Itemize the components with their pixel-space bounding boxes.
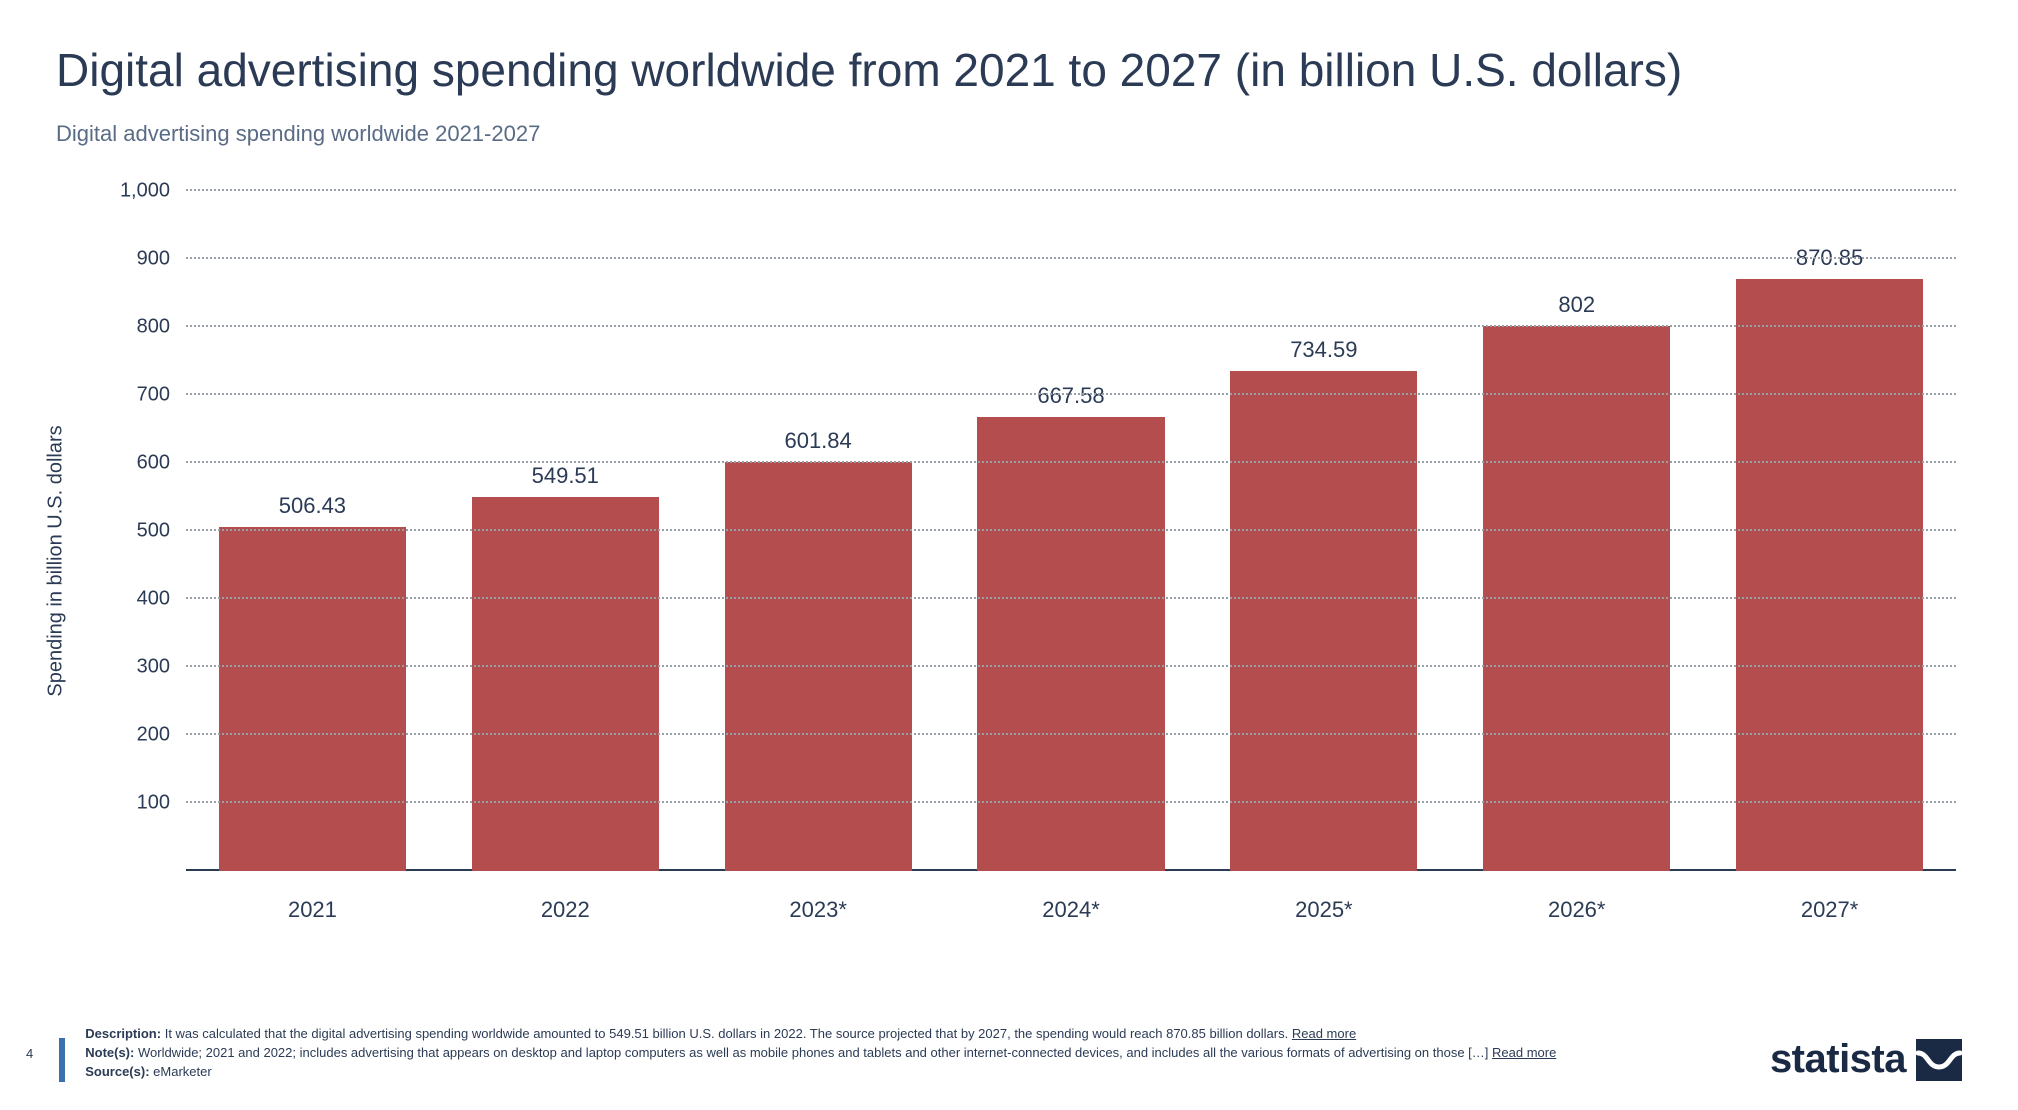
x-tick-label: 2022 — [439, 881, 692, 931]
chart-title: Digital advertising spending worldwide f… — [56, 44, 1756, 97]
y-axis-label: Spending in billion U.S. dollars — [45, 425, 68, 696]
statista-wave-icon — [1916, 1039, 1962, 1081]
page-stripe — [59, 1038, 65, 1082]
y-tick-label: 500 — [110, 519, 170, 542]
bar-slot: 667.58 — [945, 191, 1198, 871]
bar: 734.59 — [1230, 371, 1417, 871]
page-number: 4 — [26, 1046, 33, 1061]
notes-row: Note(s): Worldwide; 2021 and 2022; inclu… — [85, 1044, 1750, 1063]
bar: 549.51 — [472, 497, 659, 871]
grid-line: 1,000 — [186, 189, 1956, 191]
read-more-link[interactable]: Read more — [1492, 1045, 1556, 1060]
y-tick-label: 900 — [110, 247, 170, 270]
sources-row: Source(s): eMarketer — [85, 1063, 1750, 1082]
x-tick-label: 2021 — [186, 881, 439, 931]
x-tick-label: 2026* — [1450, 881, 1703, 931]
bars-container: 506.43 549.51 601.84 667.58 734.59 802 870.85 — [186, 191, 1956, 871]
notes-text: Worldwide; 2021 and 2022; includes adver… — [138, 1045, 1488, 1060]
x-tick-label: 2025* — [1197, 881, 1450, 931]
bar-value-label: 734.59 — [1290, 337, 1357, 363]
y-tick-label: 700 — [110, 383, 170, 406]
bar-chart: Spending in billion U.S. dollars 506.435… — [76, 191, 1956, 931]
y-tick-label: 300 — [110, 655, 170, 678]
grid-line: 700 — [186, 393, 1956, 395]
y-tick-label: 600 — [110, 451, 170, 474]
grid-line: 300 — [186, 665, 1956, 667]
grid-line: 200 — [186, 733, 1956, 735]
description-text: It was calculated that the digital adver… — [165, 1026, 1289, 1041]
sources-label: Source(s): — [85, 1064, 149, 1079]
x-tick-label: 2027* — [1703, 881, 1956, 931]
bar-value-label: 802 — [1558, 292, 1595, 318]
plot-area: 506.43549.51601.84667.58734.59802870.85 … — [186, 191, 1956, 871]
chart-subtitle: Digital advertising spending worldwide 2… — [56, 121, 1962, 147]
bar-value-label: 601.84 — [784, 428, 851, 454]
bar-slot: 506.43 — [186, 191, 439, 871]
grid-line: 500 — [186, 529, 1956, 531]
bar-value-label: 506.43 — [279, 493, 346, 519]
sources-text: eMarketer — [153, 1064, 212, 1079]
bar-slot: 734.59 — [1197, 191, 1450, 871]
bar-slot: 549.51 — [439, 191, 692, 871]
bar-value-label: 549.51 — [532, 463, 599, 489]
description-row: Description: It was calculated that the … — [85, 1025, 1750, 1044]
bar-value-label: 667.58 — [1037, 383, 1104, 409]
bar-slot: 870.85 — [1703, 191, 1956, 871]
y-tick-label: 1,000 — [110, 179, 170, 202]
bar: 870.85 — [1736, 279, 1923, 871]
grid-line: 800 — [186, 325, 1956, 327]
bar: 506.43 — [219, 527, 406, 871]
y-tick-label: 100 — [110, 791, 170, 814]
footer: 4 Description: It was calculated that th… — [26, 1025, 1962, 1082]
bar-slot: 601.84 — [692, 191, 945, 871]
footnotes: Description: It was calculated that the … — [85, 1025, 1750, 1082]
grid-line: 600 — [186, 461, 1956, 463]
grid-line: 100 — [186, 801, 1956, 803]
bar-slot: 802 — [1450, 191, 1703, 871]
y-tick-label: 800 — [110, 315, 170, 338]
grid-line: 400 — [186, 597, 1956, 599]
notes-label: Note(s): — [85, 1045, 134, 1060]
logo-text: statista — [1770, 1037, 1906, 1082]
grid-line: 900 — [186, 257, 1956, 259]
y-tick-label: 400 — [110, 587, 170, 610]
read-more-link[interactable]: Read more — [1292, 1026, 1356, 1041]
y-tick-label: 200 — [110, 723, 170, 746]
x-axis-labels: 202120222023*2024*2025*2026*2027* — [186, 881, 1956, 931]
x-tick-label: 2024* — [945, 881, 1198, 931]
statista-logo: statista — [1770, 1037, 1962, 1082]
x-tick-label: 2023* — [692, 881, 945, 931]
description-label: Description: — [85, 1026, 161, 1041]
